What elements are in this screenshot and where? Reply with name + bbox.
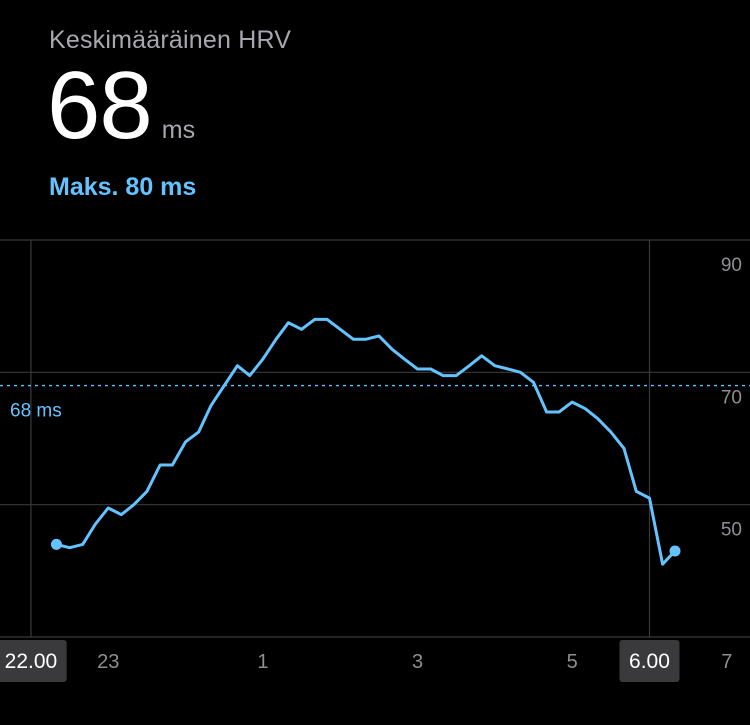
average-value: 68: [47, 52, 153, 159]
start-point: [50, 538, 62, 550]
hrv-line: [54, 317, 677, 566]
x-tick-highlight-6.00: [619, 640, 680, 682]
x-tick-label-3: 3: [412, 651, 423, 673]
average-value-row: 68 ms: [47, 58, 195, 154]
hrv-series: [50, 317, 681, 566]
x-tick-label-22.00: 22.00: [5, 650, 58, 673]
x-tick-label-23: 23: [97, 651, 119, 673]
y-tick-label-50: 50: [721, 520, 742, 541]
header: Keskimääräinen HRV: [49, 26, 291, 55]
grid: [0, 239, 750, 638]
end-point: [669, 545, 681, 557]
metric-title: Keskimääräinen HRV: [49, 26, 292, 54]
x-tick-label-5: 5: [567, 651, 578, 673]
x-tick-highlight-22.00: [0, 640, 67, 682]
average-line-label: 68 ms: [10, 401, 62, 422]
x-tick-label-6.00: 6.00: [629, 650, 670, 673]
max-value: Maks. 80 ms: [49, 173, 197, 201]
average-reference: 68 ms: [0, 384, 750, 422]
y-tick-label-90: 90: [721, 255, 742, 276]
x-tick-label-7: 7: [721, 651, 732, 673]
x-tick-label-1: 1: [257, 651, 268, 673]
average-unit: ms: [161, 116, 196, 144]
y-tick-label-70: 70: [721, 387, 742, 408]
